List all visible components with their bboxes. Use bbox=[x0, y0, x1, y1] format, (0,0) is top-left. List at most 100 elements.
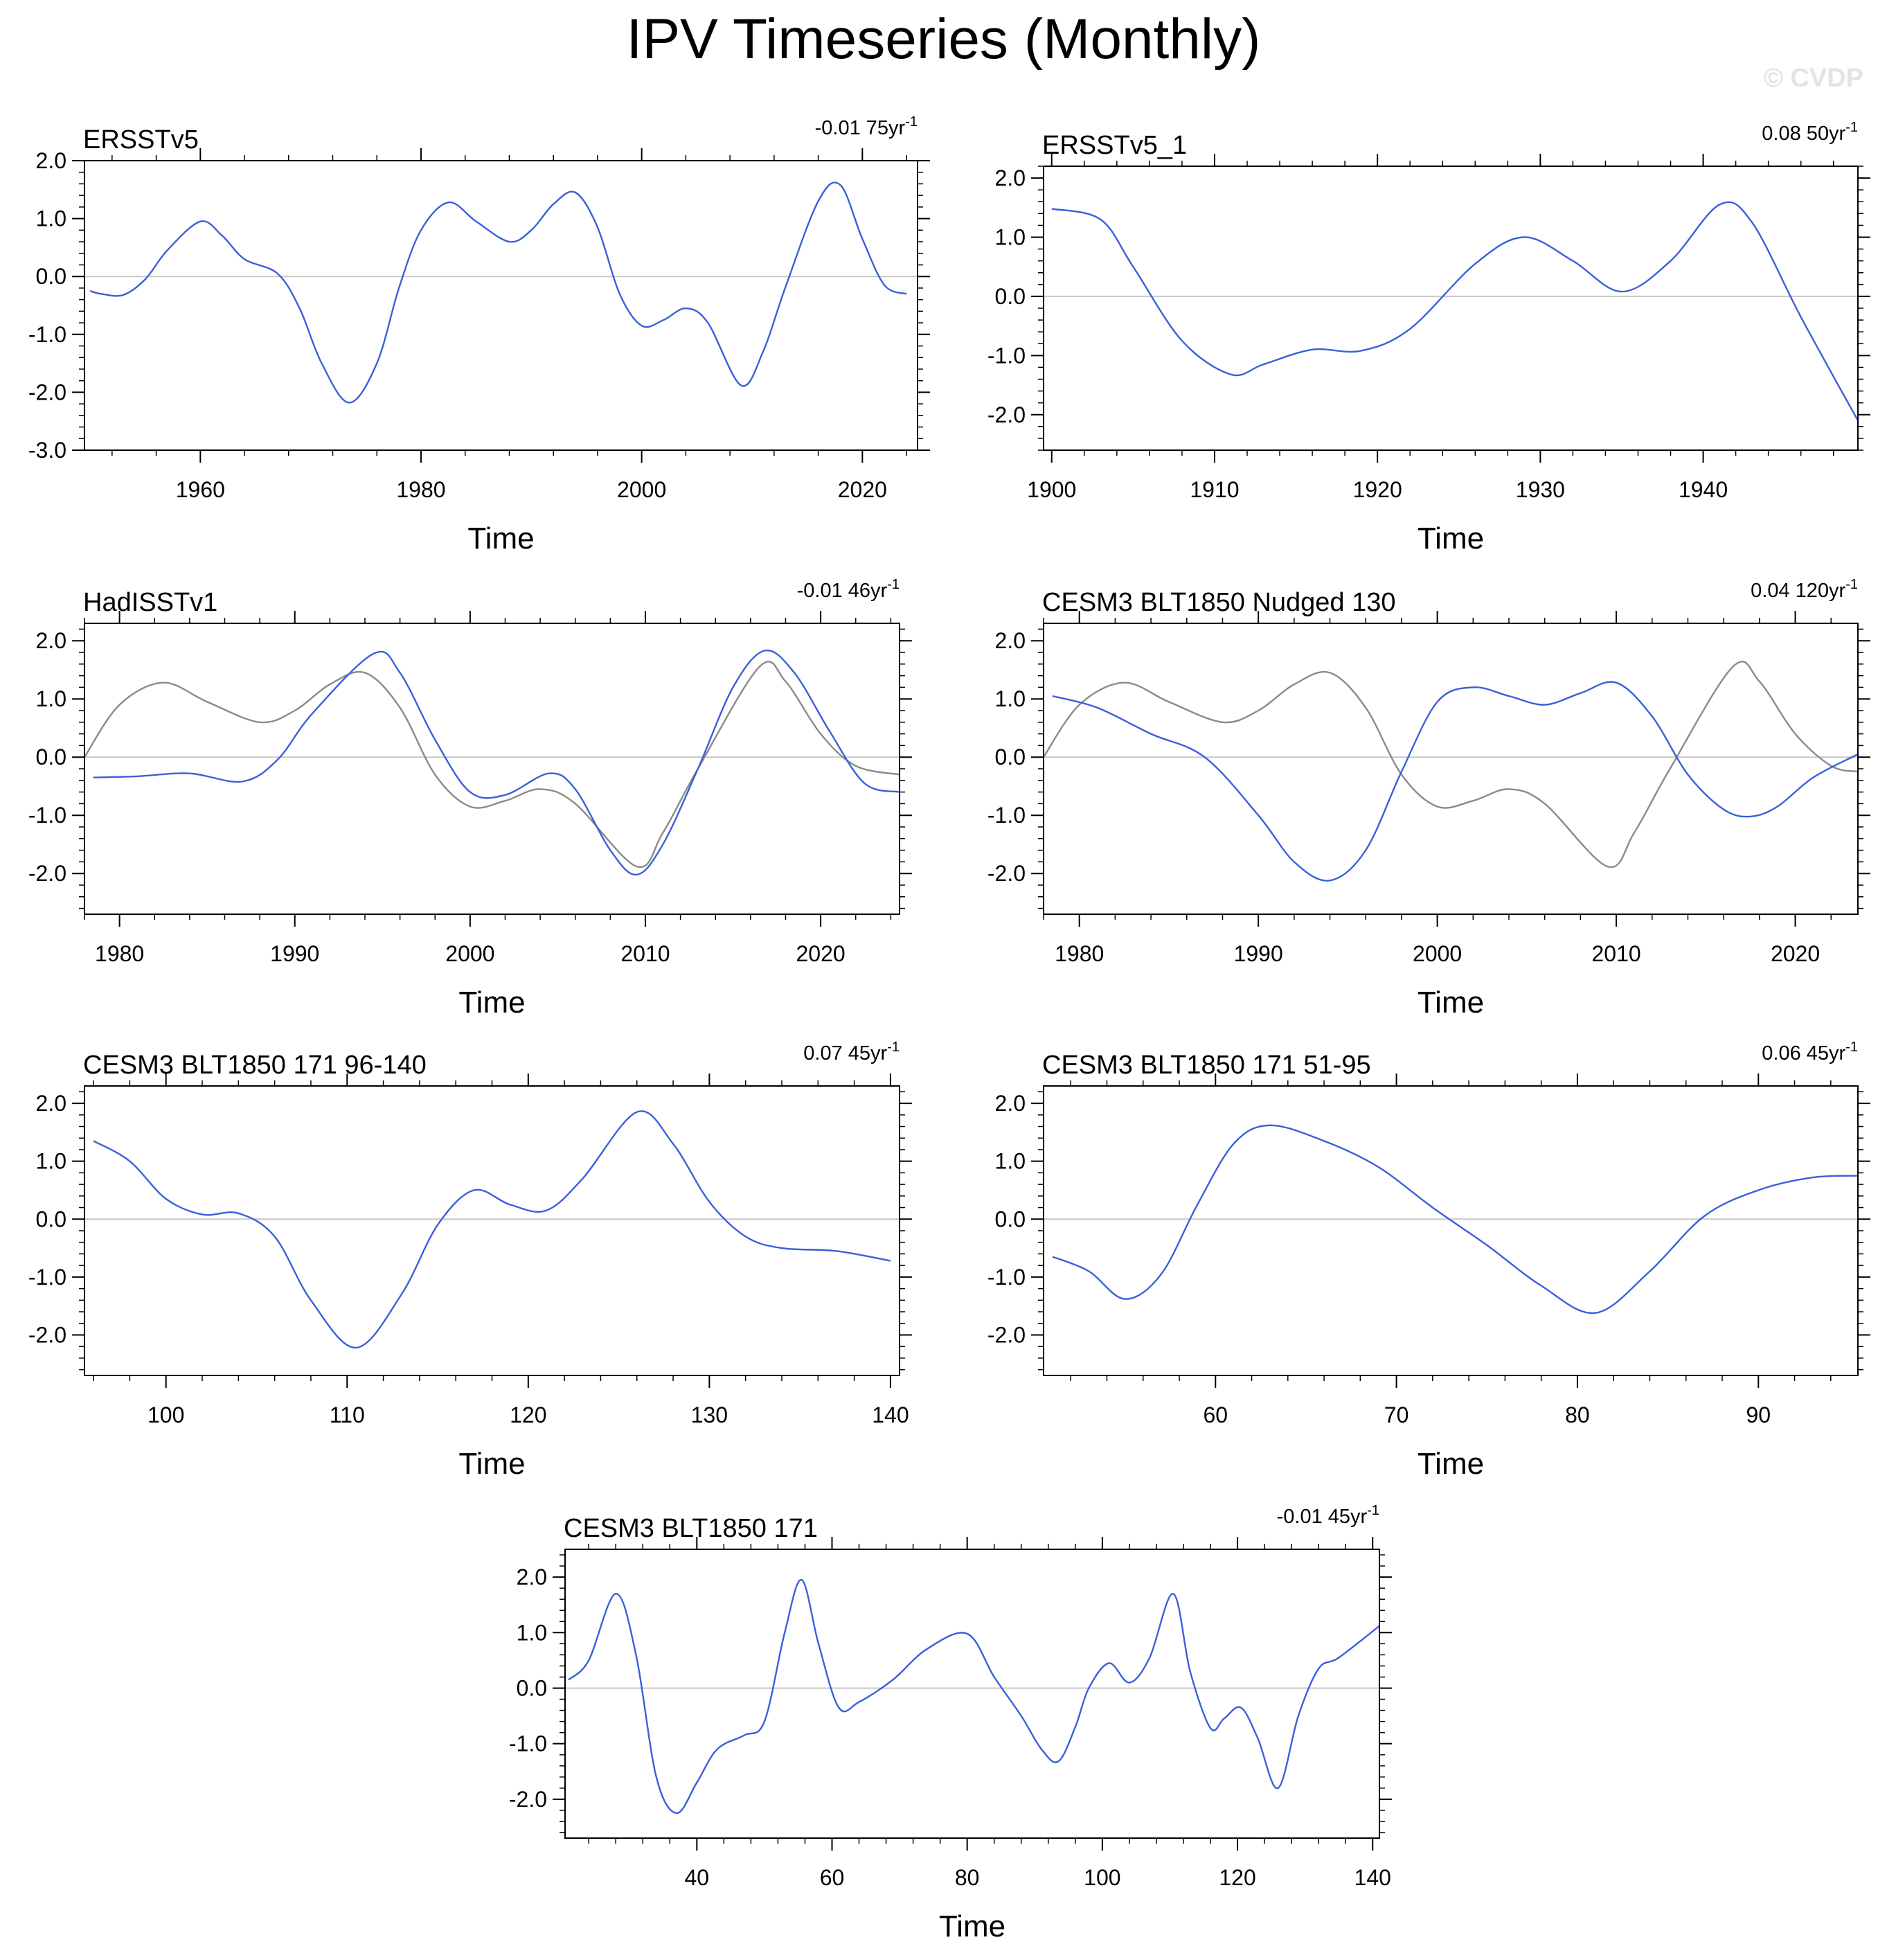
y-tick-label: 1.0 bbox=[36, 686, 66, 711]
x-tick-label: 1930 bbox=[1516, 477, 1565, 502]
x-tick-label: 110 bbox=[330, 1402, 365, 1427]
trend-exponent: -1 bbox=[1845, 577, 1858, 592]
y-tick-label: -2.0 bbox=[28, 861, 66, 886]
y-tick-label: 0.0 bbox=[995, 284, 1026, 309]
chart-panel-6: CESM3 BLT1850 171 51-95 0.06 45yr-1 -2.0 -1… bbox=[987, 1040, 1870, 1481]
y-tick-label: 1.0 bbox=[995, 225, 1026, 250]
panel-trend: 0.07 45yr-1 bbox=[803, 1040, 900, 1064]
y-tick-label: 1.0 bbox=[995, 686, 1026, 711]
x-tick-label: 70 bbox=[1384, 1402, 1409, 1427]
y-tick-label: 1.0 bbox=[36, 206, 66, 231]
y-tick-label: -1.0 bbox=[509, 1731, 547, 1756]
model-series-line bbox=[1051, 201, 1859, 421]
chart-panel-2: ERSSTv5_1 0.08 50yr-1 -2.0 -1.0 0.0 1.0 2.0 190… bbox=[987, 120, 1870, 555]
y-tick-label: 0.0 bbox=[995, 745, 1026, 769]
chart-panel-5: CESM3 BLT1850 171 96-140 0.07 45yr-1 -2.0 -… bbox=[28, 1040, 912, 1481]
x-tick-label: 2010 bbox=[620, 941, 670, 966]
reference-series-line bbox=[1043, 661, 1859, 868]
plot-frame bbox=[1043, 1085, 1859, 1376]
y-tick-label: -1.0 bbox=[987, 343, 1026, 368]
panel-title: ERSSTv5 bbox=[83, 125, 199, 154]
x-tick-label: 100 bbox=[1084, 1865, 1120, 1890]
trend-exponent: -1 bbox=[905, 114, 918, 130]
y-tick-label: -2.0 bbox=[987, 861, 1026, 886]
panel-trend: 0.04 120yr-1 bbox=[1751, 577, 1858, 602]
panel-title: CESM3 BLT1850 171 bbox=[564, 1514, 818, 1543]
trend-exponent: -1 bbox=[1845, 1040, 1858, 1055]
model-series-line bbox=[89, 181, 907, 404]
model-series-line bbox=[93, 1110, 891, 1349]
model-series-line bbox=[1052, 681, 1859, 882]
panel-title: CESM3 BLT1850 171 96-140 bbox=[83, 1051, 427, 1080]
y-tick-label: 0.0 bbox=[995, 1206, 1026, 1231]
x-tick-label: 130 bbox=[691, 1402, 728, 1427]
x-tick-label: 40 bbox=[685, 1865, 710, 1890]
chart-panel-7: CESM3 BLT1850 171 -0.01 45yr-1 -2.0 -1.0 0.0… bbox=[509, 1503, 1392, 1943]
y-tick-label: -1.0 bbox=[28, 1265, 66, 1290]
reference-series-line bbox=[84, 661, 900, 868]
trend-exponent: -1 bbox=[887, 577, 900, 592]
chart-panel-1: ERSSTv5 -0.01 75yr-1 -3.0 -2.0 -1.0 0.0 1.0 2.0… bbox=[28, 114, 930, 555]
x-tick-label: 120 bbox=[1219, 1865, 1255, 1890]
x-tick-label: 1910 bbox=[1190, 477, 1239, 502]
y-tick-label: 0.0 bbox=[36, 264, 66, 289]
x-axis-title: Time bbox=[458, 986, 525, 1019]
x-tick-label: 1940 bbox=[1679, 477, 1728, 502]
x-axis-title: Time bbox=[1418, 986, 1484, 1019]
trend-exponent: -1 bbox=[1367, 1503, 1379, 1518]
trend-exponent: -1 bbox=[1845, 120, 1858, 135]
y-tick-label: 0.0 bbox=[517, 1675, 547, 1700]
chart-panel-4: CESM3 BLT1850 Nudged 130 0.04 120yr-1 -2.0… bbox=[987, 577, 1870, 1019]
model-series-line bbox=[93, 649, 900, 876]
x-tick-label: 2020 bbox=[838, 477, 887, 502]
plot-frame bbox=[1043, 623, 1859, 915]
x-tick-label: 60 bbox=[1203, 1402, 1228, 1427]
panel-title: HadISSTv1 bbox=[83, 588, 217, 617]
y-tick-label: 2.0 bbox=[36, 148, 66, 173]
y-tick-label: -1.0 bbox=[28, 322, 66, 347]
y-tick-label: -3.0 bbox=[28, 438, 66, 463]
y-tick-label: 1.0 bbox=[995, 1149, 1026, 1174]
y-tick-label: -1.0 bbox=[987, 803, 1026, 828]
x-tick-label: 140 bbox=[872, 1402, 909, 1427]
x-tick-label: 1920 bbox=[1353, 477, 1402, 502]
x-axis-title: Time bbox=[467, 522, 534, 555]
panel-title: ERSSTv5_1 bbox=[1042, 131, 1187, 160]
panel-trend: -0.01 45yr-1 bbox=[1277, 1503, 1379, 1528]
plot-frame bbox=[564, 1549, 1380, 1839]
y-tick-label: 1.0 bbox=[36, 1149, 66, 1174]
chart-panel-3: HadISSTv1 -0.01 46yr-1 -2.0 -1.0 0.0 1.0 2.0 19… bbox=[28, 577, 912, 1019]
y-tick-label: 2.0 bbox=[36, 1091, 66, 1116]
y-tick-label: -2.0 bbox=[28, 1322, 66, 1347]
x-tick-label: 1980 bbox=[1055, 941, 1104, 966]
x-tick-label: 80 bbox=[1565, 1402, 1590, 1427]
x-tick-label: 2000 bbox=[1413, 941, 1462, 966]
x-tick-label: 1980 bbox=[396, 477, 445, 502]
x-tick-label: 1990 bbox=[270, 941, 319, 966]
y-tick-label: -2.0 bbox=[987, 402, 1026, 427]
x-tick-label: 100 bbox=[147, 1402, 184, 1427]
x-tick-label: 80 bbox=[955, 1865, 980, 1890]
panel-title: CESM3 BLT1850 Nudged 130 bbox=[1042, 588, 1396, 617]
plot-frame bbox=[84, 1085, 900, 1376]
x-tick-label: 2010 bbox=[1591, 941, 1640, 966]
x-tick-label: 2000 bbox=[445, 941, 494, 966]
x-tick-label: 1990 bbox=[1234, 941, 1283, 966]
x-tick-label: 140 bbox=[1354, 1865, 1391, 1890]
cvdp-watermark: © CVDP bbox=[1763, 64, 1863, 93]
y-tick-label: -2.0 bbox=[28, 380, 66, 404]
plot-frame bbox=[84, 160, 918, 451]
y-tick-label: -2.0 bbox=[987, 1322, 1026, 1347]
x-tick-label: 1900 bbox=[1027, 477, 1076, 502]
x-tick-label: 2000 bbox=[617, 477, 666, 502]
y-tick-label: -1.0 bbox=[987, 1265, 1026, 1290]
x-tick-label: 2020 bbox=[796, 941, 846, 966]
x-tick-label: 1980 bbox=[95, 941, 144, 966]
x-tick-label: 1960 bbox=[176, 477, 225, 502]
plot-frame bbox=[84, 623, 900, 915]
y-tick-label: -2.0 bbox=[509, 1787, 547, 1812]
y-tick-label: 2.0 bbox=[36, 628, 66, 653]
y-tick-label: 2.0 bbox=[995, 628, 1026, 653]
model-series-line bbox=[568, 1578, 1380, 1815]
